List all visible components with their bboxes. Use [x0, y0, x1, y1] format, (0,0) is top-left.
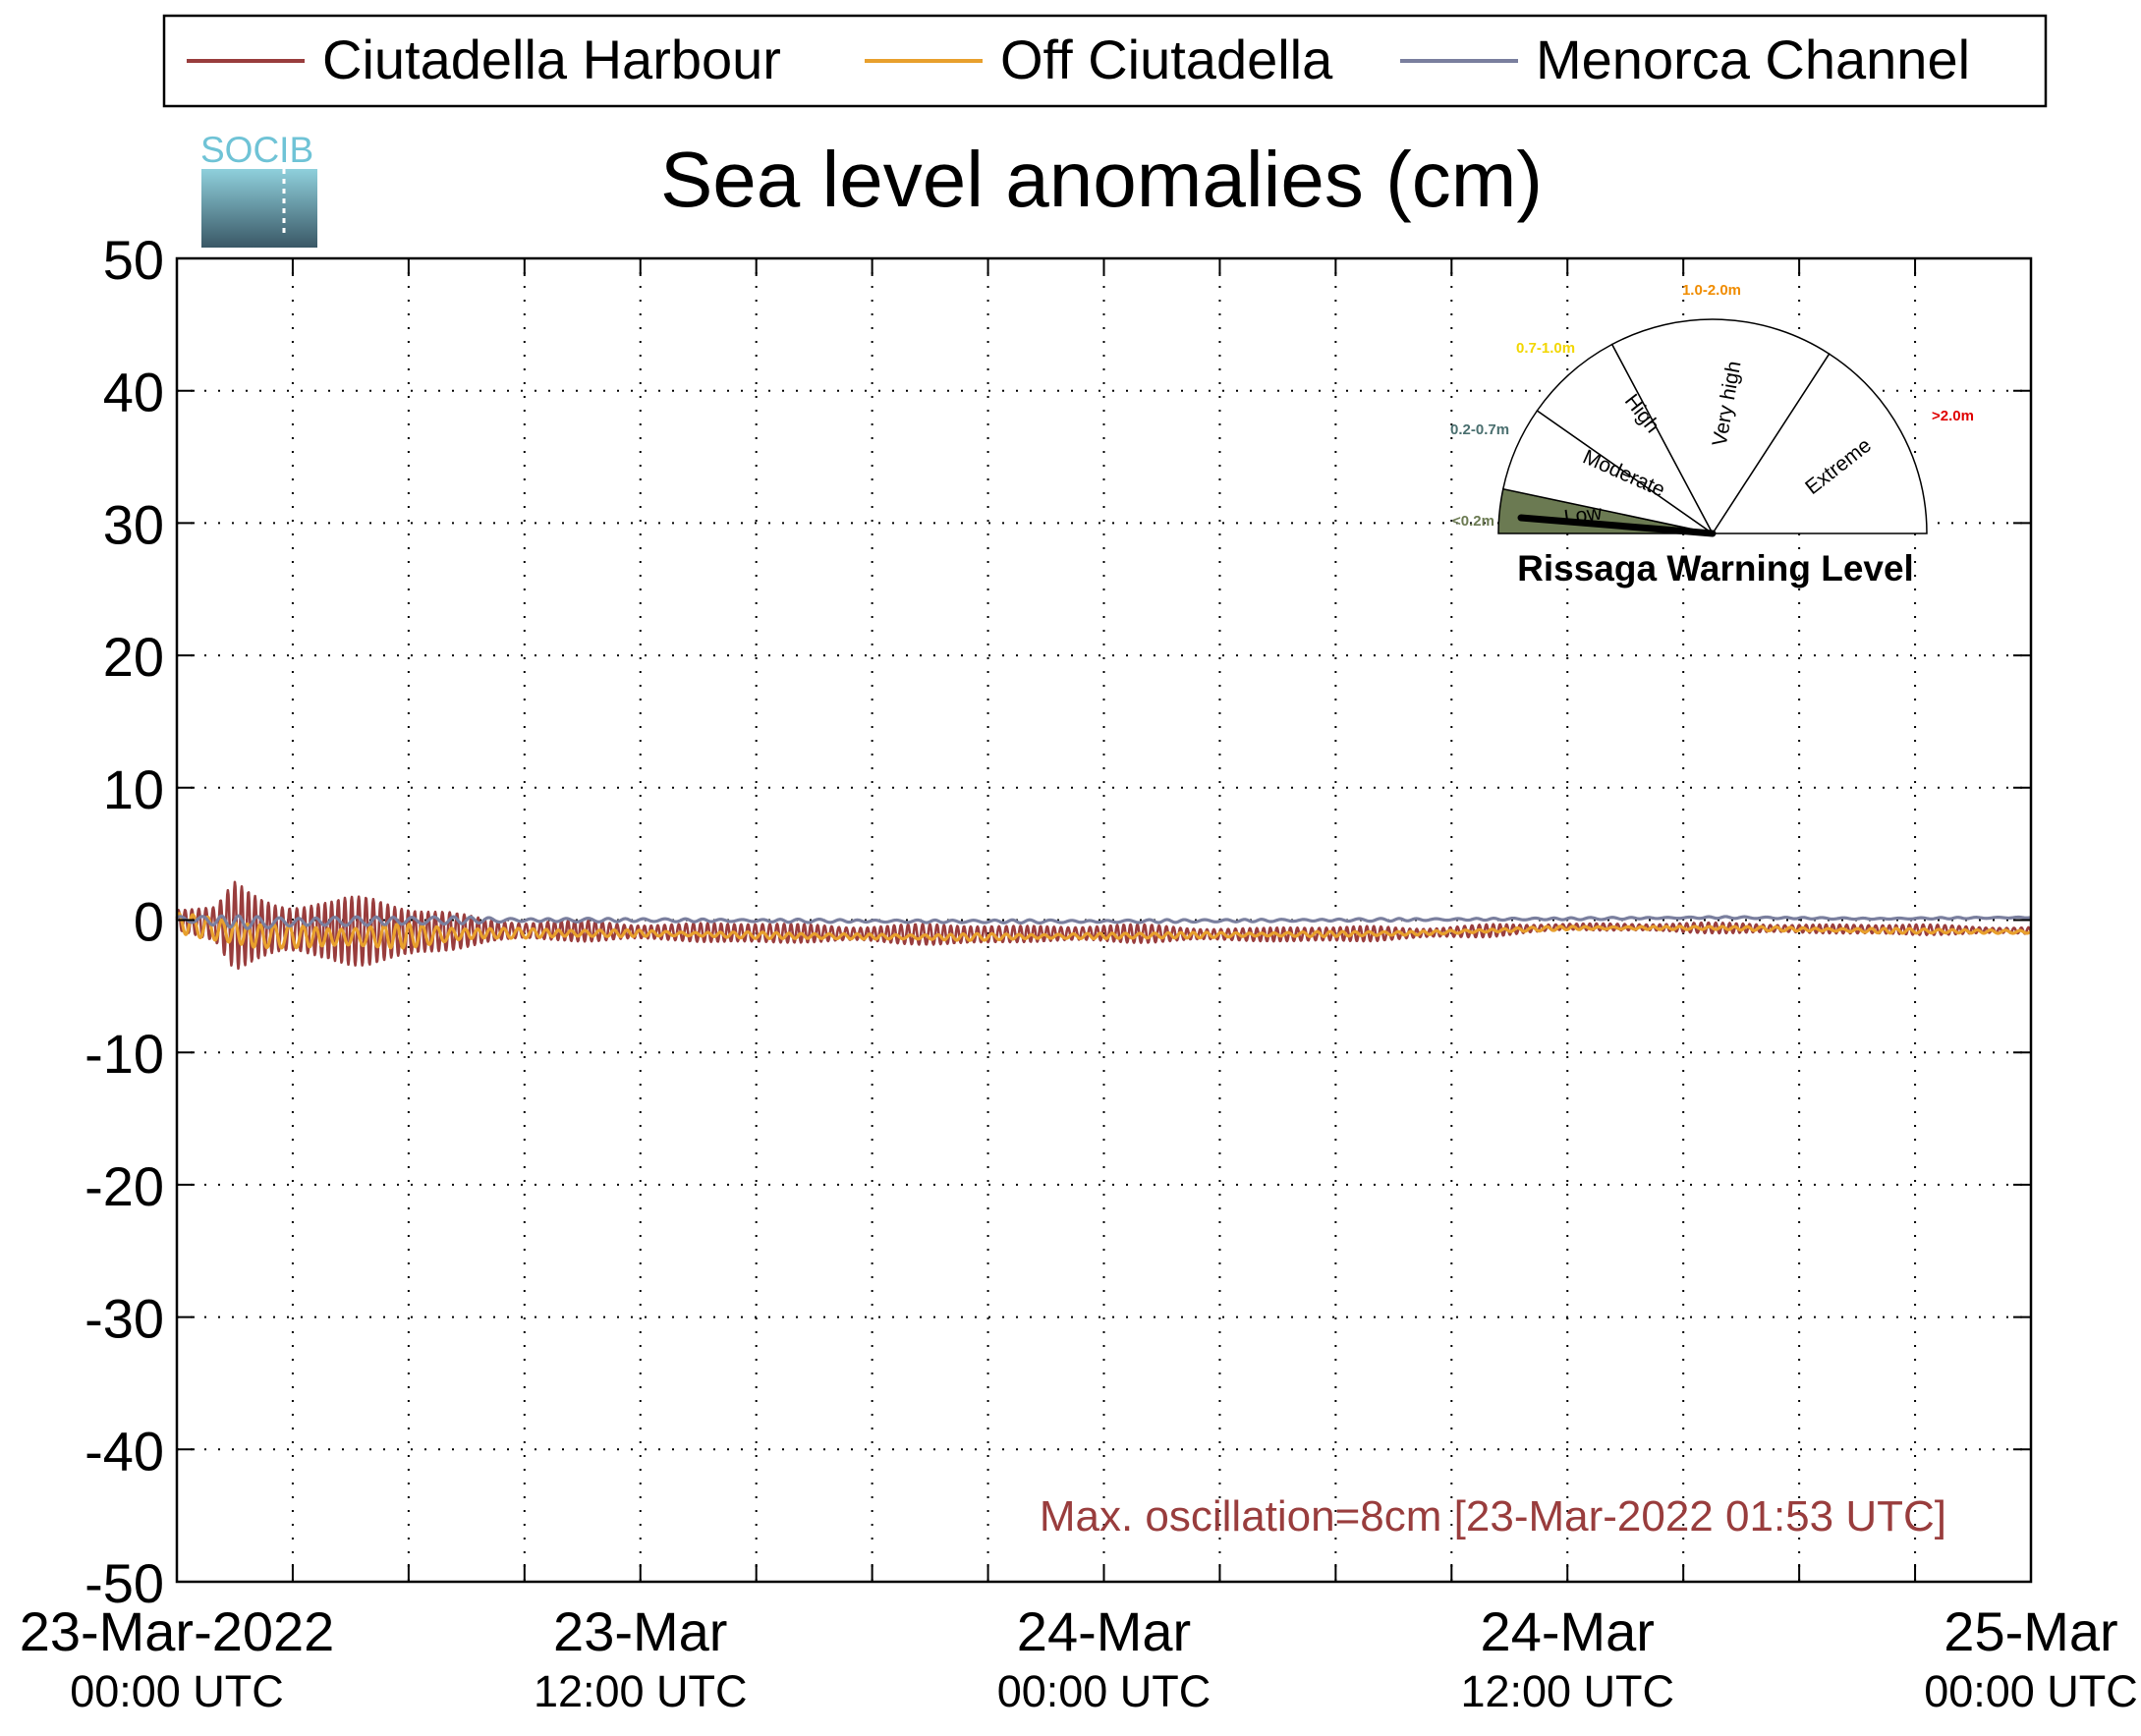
x-tick-label-date: 23-Mar — [553, 1600, 727, 1662]
rissaga-warning-gauge: <0.2m0.2-0.7m0.7-1.0m1.0-2.0m>2.0m LowMo… — [1450, 282, 1974, 588]
gauge-range-label: 0.7-1.0m — [1516, 340, 1575, 357]
y-tick-label: -30 — [85, 1288, 164, 1350]
y-tick-label: -50 — [85, 1552, 164, 1614]
axis-ticks — [176, 257, 2032, 1583]
legend-label-off-ciutadella: Off Ciutadella — [1000, 28, 1333, 90]
series-line-off-ciutadella — [175, 912, 2033, 950]
gauge-segment-high — [1536, 343, 1714, 534]
legend-label-menorca-channel: Menorca Channel — [1536, 28, 1970, 90]
gauge-range-label: 1.0-2.0m — [1682, 282, 1741, 299]
y-axis-labels: 50 40 30 20 10 0 -10 -20 -30 -40 -50 — [85, 229, 164, 1614]
y-tick-label: 40 — [103, 362, 164, 423]
y-tick-label: 50 — [103, 229, 164, 291]
x-tick-label-date: 24-Mar — [1481, 1600, 1655, 1662]
socib-logo: SOCIB — [200, 130, 317, 248]
y-tick-label: 0 — [134, 891, 164, 953]
y-tick-label: -40 — [85, 1420, 164, 1482]
socib-logo-text: SOCIB — [200, 130, 313, 170]
x-tick-label-date: 25-Mar — [1944, 1600, 2117, 1662]
series-lines — [175, 880, 2033, 971]
gauge-segment-very-high — [1610, 318, 1831, 535]
x-tick-label-date: 23-Mar-2022 — [20, 1600, 335, 1662]
legend-frame — [162, 14, 2048, 108]
gauge-needle — [1517, 514, 1717, 537]
gauge-segments — [1497, 318, 1928, 535]
x-tick-label-time: 00:00 UTC — [1924, 1666, 2138, 1716]
x-tick-label-time: 12:00 UTC — [534, 1666, 748, 1716]
gauge-segment-extreme — [1711, 353, 1928, 534]
x-tick-label-date: 24-Mar — [1017, 1600, 1191, 1662]
series-line-menorca-channel — [175, 914, 2033, 930]
gauge-range-labels: <0.2m 0.2-0.7m 0.7-1.0m 1.0-2.0m >2.0m — [1450, 282, 1974, 530]
max-oscillation-annotation: Max. oscillation=8cm [23-Mar-2022 01:53 … — [1040, 1492, 1946, 1540]
y-tick-label: -20 — [85, 1155, 164, 1217]
gauge-range-label: 0.2-0.7m — [1450, 421, 1509, 438]
legend: Ciutadella Harbour Off Ciutadella Menorc… — [162, 14, 2048, 108]
y-tick-label: 10 — [103, 758, 164, 820]
chart-title: Sea level anomalies (cm) — [660, 136, 1543, 223]
gauge-title: Rissaga Warning Level — [1517, 548, 1914, 588]
x-tick-label-time: 00:00 UTC — [997, 1666, 1211, 1716]
series-line-ciutadella-harbour — [175, 880, 2033, 971]
y-tick-label: -10 — [85, 1023, 164, 1085]
socib-logo-wave — [201, 169, 317, 248]
x-tick-label-time: 00:00 UTC — [70, 1666, 284, 1716]
gauge-range-label: >2.0m — [1932, 408, 1974, 424]
y-tick-label: 30 — [103, 493, 164, 555]
gauge-range-label: <0.2m — [1452, 513, 1494, 530]
legend-label-ciutadella-harbour: Ciutadella Harbour — [322, 28, 781, 90]
y-tick-label: 20 — [103, 626, 164, 688]
x-tick-label-time: 12:00 UTC — [1460, 1666, 1674, 1716]
